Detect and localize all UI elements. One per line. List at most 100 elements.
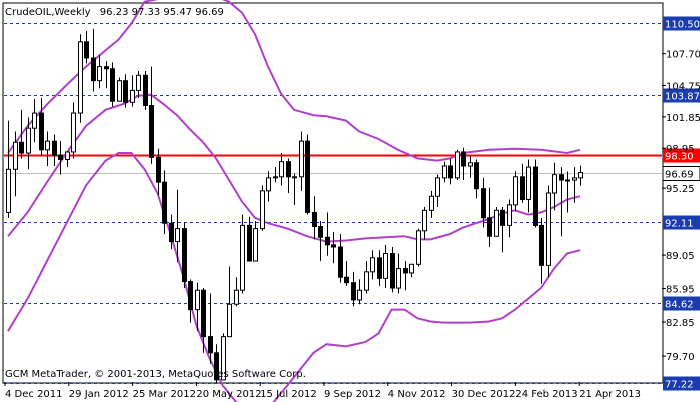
candle-body <box>273 176 278 179</box>
symbol-label: CrudeOIL,Weekly <box>5 7 91 18</box>
candle <box>435 174 440 208</box>
candle-body <box>461 151 466 167</box>
candle-body <box>396 268 401 289</box>
candle-body <box>442 165 447 179</box>
candle <box>188 279 193 323</box>
candle <box>52 134 57 166</box>
x-tick-label: 15 Jul 2012 <box>260 389 317 400</box>
candle <box>71 102 76 159</box>
candle <box>455 149 460 181</box>
candle-body <box>526 166 531 200</box>
candle-body <box>97 66 102 82</box>
candle-body <box>383 252 388 279</box>
candle-body <box>357 289 362 301</box>
level-label-box <box>663 148 700 163</box>
candle <box>468 156 473 178</box>
candle-body <box>19 141 24 154</box>
candle-body <box>214 352 219 381</box>
candle <box>546 185 551 278</box>
candle-body <box>507 204 512 226</box>
candle <box>299 131 304 191</box>
candle-body <box>325 236 330 246</box>
candle-body <box>481 188 486 219</box>
candle <box>6 120 11 218</box>
candle <box>266 171 271 202</box>
candle <box>84 31 89 64</box>
level-label: 92.11 <box>665 219 694 230</box>
candle-body <box>559 174 564 181</box>
y-tick-label: 98.95 <box>666 144 695 155</box>
candle-body <box>533 166 538 226</box>
candle-body <box>136 74 141 91</box>
candle <box>500 207 505 253</box>
candle-body <box>435 177 440 197</box>
candle <box>175 189 180 263</box>
candle <box>572 167 577 203</box>
level-label: 103.87 <box>665 92 700 103</box>
candle <box>143 70 148 110</box>
candle <box>286 158 291 193</box>
candle <box>338 234 343 283</box>
x-tick-label: 9 Sep 2012 <box>324 389 381 400</box>
y-tick-label: 107.70 <box>666 50 700 61</box>
ohlc-readout: 96.23 97.33 95.47 96.69 <box>100 7 224 18</box>
candle <box>422 207 427 240</box>
candle <box>214 344 219 384</box>
candle <box>234 277 239 307</box>
candle <box>91 28 96 92</box>
candle-body <box>91 57 96 82</box>
candle-body <box>565 179 570 182</box>
candle-body <box>253 228 258 262</box>
candle-body <box>520 176 525 200</box>
candle-body <box>377 257 382 279</box>
candle <box>130 75 135 107</box>
candle-body <box>169 222 174 243</box>
candle-body <box>65 151 70 161</box>
candle <box>487 187 492 247</box>
candle <box>357 279 362 305</box>
candle <box>78 34 83 123</box>
candle-body <box>546 192 551 266</box>
candle-body <box>331 244 336 248</box>
candle-body <box>487 217 492 237</box>
candle <box>494 207 499 237</box>
candle <box>123 74 128 108</box>
candle <box>559 167 564 237</box>
candle-body <box>279 161 284 178</box>
level-label: 77.22 <box>665 380 694 391</box>
candle-body <box>195 289 200 311</box>
candle-body <box>338 246 343 278</box>
candle <box>240 214 245 294</box>
candle <box>526 159 531 213</box>
candle-body <box>292 176 297 179</box>
x-tick-label: 24 Feb 2013 <box>515 389 577 400</box>
candle-body <box>299 140 304 178</box>
level-label-box <box>663 88 700 103</box>
candle <box>149 66 154 164</box>
candle <box>578 165 583 186</box>
candle-body <box>429 195 434 211</box>
candle <box>19 109 24 159</box>
candle-body <box>6 168 11 213</box>
candle <box>377 250 382 286</box>
x-tick-label: 4 Nov 2012 <box>388 389 446 400</box>
candle <box>110 62 115 107</box>
candle-body <box>552 174 557 194</box>
y-tick-label: 101.85 <box>666 113 700 124</box>
chart-title: CrudeOIL,Weekly 96.23 97.33 95.47 96.69 <box>5 7 224 18</box>
candle <box>13 131 18 197</box>
candle <box>156 148 161 196</box>
candle-body <box>572 177 577 181</box>
candle <box>292 173 297 205</box>
candle <box>396 253 401 294</box>
candle <box>390 247 395 293</box>
candle-body <box>32 112 37 129</box>
current-price-box <box>662 166 700 181</box>
candle <box>533 159 538 228</box>
candle-body <box>208 336 213 354</box>
candle-body <box>188 281 193 311</box>
candle <box>305 134 310 215</box>
candle <box>260 185 265 231</box>
